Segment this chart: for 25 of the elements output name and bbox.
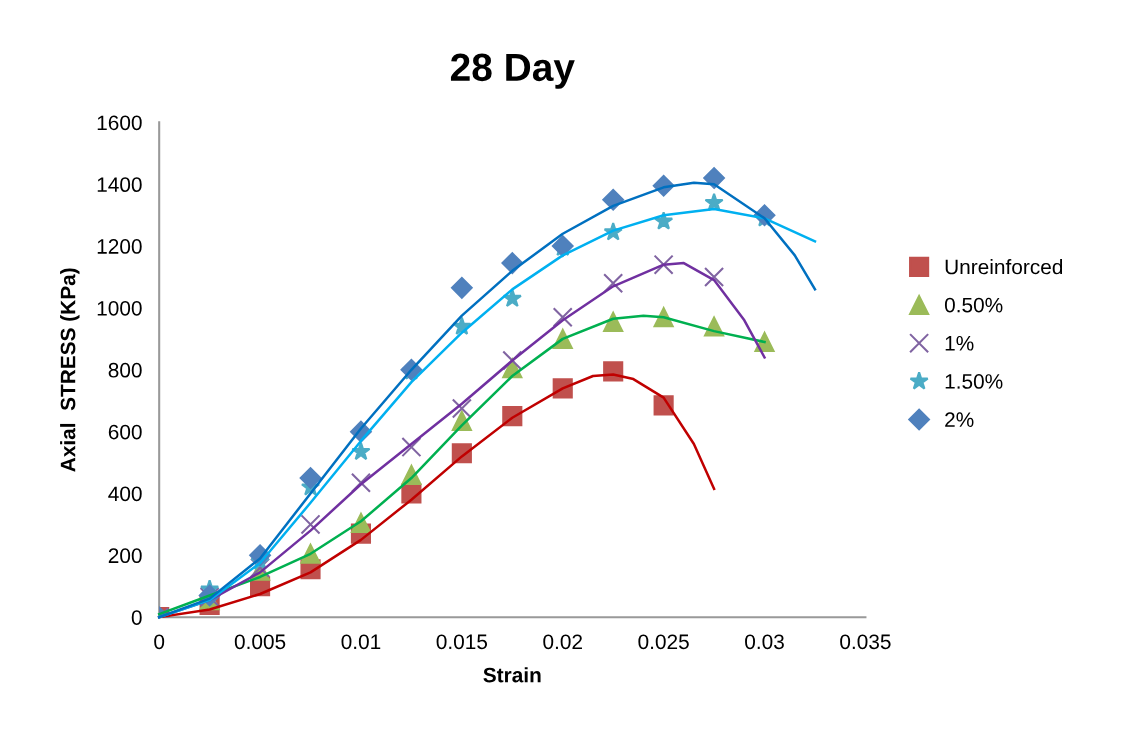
legend-label: 1% — [945, 335, 974, 351]
y-axis-title: Axial STRESS (KPa) — [60, 268, 80, 472]
y-tick-label: 800 — [108, 362, 142, 378]
x-tick-label: 0.03 — [745, 634, 784, 650]
y-tick-label: 1200 — [97, 239, 142, 254]
y-tick-label: 600 — [108, 424, 142, 440]
x-tick-label: 0.01 — [341, 634, 381, 650]
chart-title: 28 Day — [450, 53, 575, 89]
y-tick-label: 1000 — [97, 300, 142, 316]
y-tick-label: 1600 — [97, 115, 142, 131]
x-tick-label: 0.02 — [543, 634, 582, 650]
x-tick-label: 0.035 — [840, 634, 891, 650]
legend-label: 0.50% — [944, 297, 1003, 313]
x-tick-label: 0.015 — [436, 634, 488, 650]
legend-label: 2% — [945, 412, 974, 427]
y-tick-label: 400 — [108, 486, 142, 502]
x-tick-label: 0.025 — [638, 634, 689, 650]
x-axis-title: Strain — [483, 667, 541, 683]
y-tick-label: 1400 — [97, 177, 142, 193]
y-tick-label: 0 — [131, 610, 142, 625]
legend-label: 1.50% — [945, 374, 1003, 389]
x-tick-label: 0 — [154, 634, 165, 650]
legend-label: Unreinforced — [945, 259, 1063, 275]
y-tick-label: 200 — [108, 548, 142, 564]
x-tick-label: 0.005 — [234, 634, 286, 650]
